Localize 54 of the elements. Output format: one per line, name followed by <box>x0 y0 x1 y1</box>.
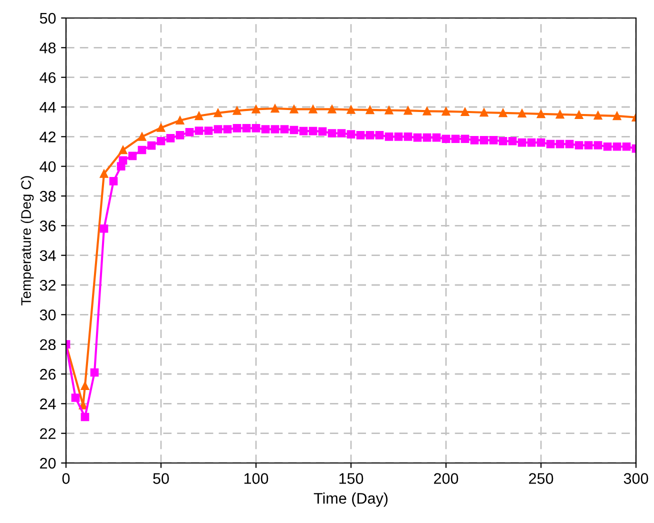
point <box>518 109 526 118</box>
y-tick-label: 46 <box>40 72 56 84</box>
y-tick-label: 24 <box>40 398 56 410</box>
y-tick-label: 34 <box>40 250 56 262</box>
point <box>270 104 280 113</box>
y-tick-label: 36 <box>40 220 56 232</box>
point <box>290 105 298 114</box>
point <box>498 108 508 118</box>
x-tick-label: 200 <box>434 473 458 484</box>
x-tick-label: 100 <box>244 473 268 484</box>
point <box>536 110 546 118</box>
y-tick-label: 48 <box>40 42 56 54</box>
point <box>328 105 336 114</box>
point <box>442 107 450 116</box>
point <box>480 108 488 117</box>
x-tick-label: 250 <box>529 473 554 484</box>
point <box>232 106 242 115</box>
point <box>118 146 128 154</box>
point <box>252 105 260 114</box>
x-tick-label: 150 <box>339 473 364 484</box>
point <box>384 106 394 114</box>
point <box>460 108 470 116</box>
y-tick-label: 30 <box>40 310 56 320</box>
point <box>422 106 432 116</box>
x-tick-label: 50 <box>153 473 169 484</box>
point <box>138 132 146 141</box>
point <box>194 112 204 120</box>
point <box>366 106 374 114</box>
point <box>176 116 184 125</box>
y-tick-label: 28 <box>40 339 56 350</box>
point <box>100 170 108 178</box>
point <box>574 110 584 120</box>
point <box>214 108 222 118</box>
y-tick-label: 32 <box>40 280 56 291</box>
y-tick-label: 22 <box>40 428 56 439</box>
point <box>308 105 318 114</box>
x-axis-title: Time (Day) <box>314 492 388 507</box>
point <box>556 110 564 119</box>
y-tick-label: 26 <box>40 368 56 380</box>
point <box>346 106 356 114</box>
x-tick-label: 300 <box>624 473 648 484</box>
point <box>594 111 602 120</box>
point <box>404 106 412 115</box>
point <box>80 382 90 390</box>
point <box>612 112 622 120</box>
y-axis-title: Temperature (Deg C) <box>20 176 34 306</box>
y-tick-label: 38 <box>40 190 56 202</box>
y-tick-label: 50 <box>40 12 56 24</box>
point <box>156 124 166 132</box>
y-tick-label: 20 <box>40 458 56 469</box>
x-tick-label: 0 <box>62 473 70 484</box>
y-tick-label: 42 <box>40 132 56 142</box>
y-tick-label: 44 <box>40 102 56 113</box>
y-tick-label: 40 <box>40 161 56 172</box>
